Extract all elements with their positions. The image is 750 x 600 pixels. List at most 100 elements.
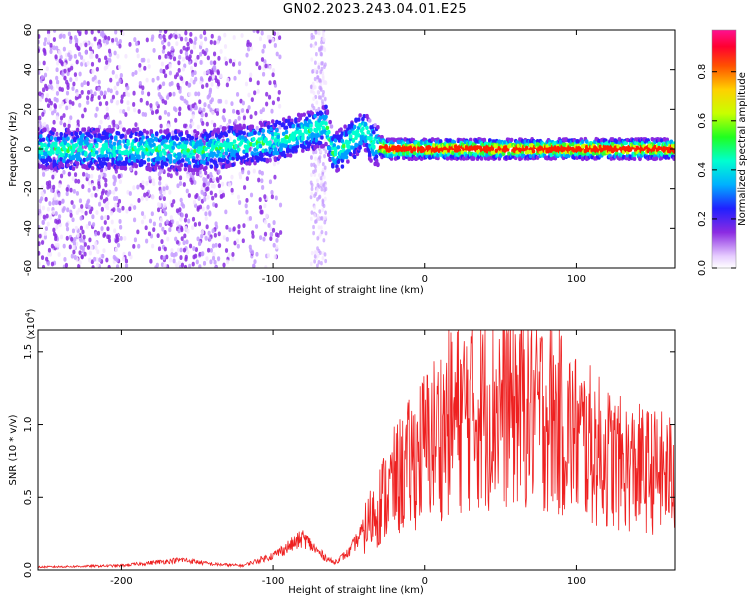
heatmap-cell: [48, 251, 53, 257]
heatmap-cell: [348, 134, 353, 139]
heatmap-cell: [197, 221, 202, 227]
heatmap-cell: [249, 127, 253, 133]
heatmap-cell: [162, 255, 166, 261]
heatmap-cell: [319, 149, 323, 154]
heatmap-cell: [74, 76, 79, 82]
heatmap-cell: [79, 225, 84, 231]
heatmap-cell: [165, 254, 169, 260]
heatmap-cell: [45, 256, 49, 262]
heatmap-cell: [102, 168, 106, 174]
heatmap-cell: [38, 134, 43, 139]
heatmap-cell: [113, 196, 117, 201]
heatmap-cell: [407, 156, 412, 162]
heatmap-cell: [248, 216, 253, 221]
heatmap-cell: [371, 139, 376, 145]
heatmap-cell: [362, 142, 367, 148]
heatmap-cell: [267, 223, 271, 228]
heatmap-cell: [498, 153, 503, 159]
heatmap-cell: [135, 48, 139, 53]
heatmap-cell: [284, 118, 289, 124]
heatmap-cell: [672, 149, 675, 154]
heatmap-cell: [39, 97, 43, 102]
heatmap-cell: [236, 155, 241, 160]
heatmap-cell: [232, 226, 236, 232]
heatmap-cell: [318, 209, 322, 214]
heatmap-cell: [259, 235, 263, 241]
heatmap-cell: [251, 230, 255, 236]
heatmap-cell: [316, 253, 320, 258]
heatmap-cell: [617, 140, 622, 145]
heatmap-cell: [205, 186, 209, 192]
heatmap-cell: [174, 34, 178, 40]
heatmap-cell: [219, 152, 223, 158]
heatmap-cell: [107, 35, 111, 41]
heatmap-cell: [97, 44, 101, 50]
heatmap-cell: [98, 201, 102, 207]
heatmap-cell: [199, 76, 204, 82]
heatmap-cell: [69, 39, 73, 45]
heatmap-cell: [97, 134, 102, 139]
heatmap-cell: [295, 140, 300, 146]
heatmap-cell: [225, 236, 229, 242]
heatmap-cell: [139, 97, 143, 103]
heatmap-cell: [105, 205, 110, 211]
heatmap-cell: [339, 127, 343, 132]
heatmap-cell: [287, 115, 291, 121]
heatmap-cell: [86, 95, 90, 101]
heatmap-cell: [324, 149, 328, 154]
heatmap-cell: [271, 72, 275, 78]
heatmap-cell: [206, 69, 210, 75]
heatmap-cell: [145, 130, 149, 135]
heatmap-cell: [272, 220, 276, 225]
heatmap-cell: [139, 162, 144, 167]
heatmap-cell: [252, 30, 256, 33]
heatmap-cell: [186, 126, 190, 132]
heatmap-cell: [90, 96, 94, 102]
heatmap-cell: [305, 140, 309, 145]
heatmap-cell: [130, 161, 134, 166]
heatmap-cell: [653, 144, 657, 150]
heatmap-cell: [47, 33, 51, 39]
heatmap-cell: [143, 112, 148, 118]
heatmap-cell: [314, 30, 318, 35]
heatmap-cell: [38, 250, 41, 256]
heatmap-cell: [309, 216, 313, 222]
heatmap-cell: [366, 136, 371, 141]
heatmap-cell: [193, 40, 197, 46]
heatmap-cell: [320, 229, 324, 235]
heatmap-cell: [321, 161, 325, 167]
heatmap-cell: [366, 130, 371, 135]
heatmap-cell: [141, 135, 145, 140]
heatmap-cell: [132, 102, 136, 107]
heatmap-cell: [235, 132, 240, 138]
heatmap-cell: [320, 135, 324, 140]
heatmap-cell: [189, 154, 193, 159]
snr-scale-exponent: 4: [24, 312, 32, 317]
heatmap-cell: [212, 202, 216, 207]
heatmap-cell: [118, 64, 122, 70]
heatmap-cell: [114, 202, 118, 208]
heatmap-cell: [265, 91, 269, 97]
heatmap-cell: [93, 138, 98, 144]
heatmap-cell: [163, 73, 168, 79]
heatmap-cell: [89, 89, 93, 95]
heatmap-cell: [57, 192, 61, 198]
heatmap-cell: [166, 95, 170, 100]
colorbar-tick-label: 0.2: [697, 211, 708, 227]
heatmap-cell: [43, 41, 47, 47]
heatmap-cell: [176, 85, 181, 91]
heatmap-cell: [237, 229, 241, 235]
heatmap-cell: [323, 252, 327, 257]
heatmap-cell: [78, 71, 82, 77]
heatmap-cell: [38, 34, 41, 39]
heatmap-cell: [232, 35, 236, 40]
heatmap-cell: [217, 231, 221, 237]
heatmap-cell: [179, 216, 183, 222]
heatmap-cell: [136, 53, 140, 59]
heatmap-cell: [168, 81, 172, 87]
heatmap-cell: [72, 188, 76, 194]
heatmap-cell: [193, 148, 197, 154]
heatmap-cell: [38, 241, 41, 247]
